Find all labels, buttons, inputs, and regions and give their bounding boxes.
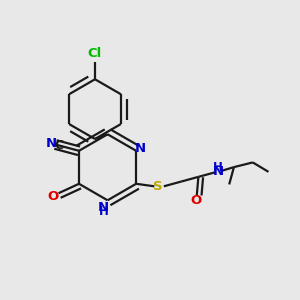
Text: H: H <box>213 161 223 174</box>
Text: H: H <box>99 205 109 218</box>
Text: N: N <box>45 137 57 150</box>
Text: Cl: Cl <box>88 47 102 60</box>
Text: O: O <box>47 190 58 203</box>
Text: C: C <box>55 139 64 152</box>
Text: N: N <box>134 142 146 155</box>
Text: N: N <box>213 165 224 178</box>
Text: S: S <box>153 180 163 193</box>
Text: N: N <box>98 201 110 214</box>
Text: O: O <box>190 194 202 207</box>
